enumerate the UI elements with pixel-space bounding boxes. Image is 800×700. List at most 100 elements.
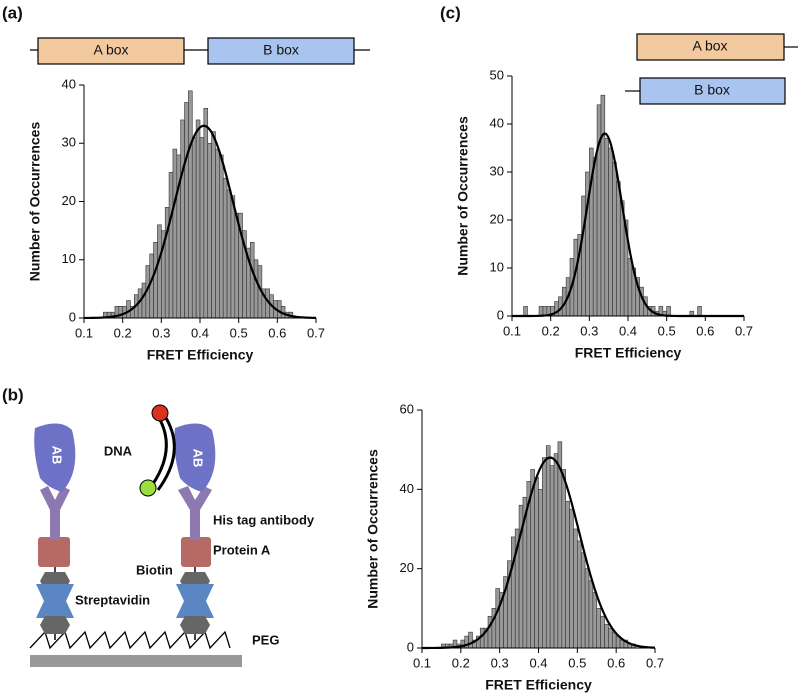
x-tick-label: 0.2 — [452, 655, 470, 670]
bar — [584, 568, 590, 649]
bar — [604, 138, 609, 317]
bar — [600, 615, 605, 649]
y-tick-label: 20 — [62, 193, 76, 208]
x-tick-label: 0.2 — [114, 325, 132, 340]
fit-curve — [422, 456, 656, 650]
y-tick-label: 40 — [490, 115, 504, 130]
bar — [153, 241, 158, 319]
x-tick-label: 0.7 — [646, 655, 664, 670]
antibody-label: AB — [50, 446, 65, 465]
y-axis-label: Number of Occurrences — [455, 116, 471, 276]
bar — [168, 172, 174, 319]
box-label: A box — [93, 42, 128, 58]
biotin-label: Biotin — [136, 562, 173, 577]
x-axis-label: FRET Efficiency — [485, 677, 592, 693]
bar — [697, 306, 702, 317]
bar — [604, 623, 609, 649]
bar — [611, 631, 617, 649]
histogram-chart: 0 10 20 30 40 0.1 0.2 0.3 0.4 0.5 0.6 0.7 FRET Effic… — [27, 76, 325, 362]
histogram-chart: 0 20 40 60 0.1 0.2 0.3 0.4 0.5 0.6 0.7 FRET Efficie… — [365, 401, 664, 692]
y-tick-label: 40 — [400, 481, 414, 496]
construct-c: A box B box — [625, 33, 798, 105]
bar — [612, 162, 617, 317]
x-tick-label: 0.4 — [529, 655, 547, 670]
bar — [596, 608, 601, 649]
box-label: B box — [263, 42, 299, 58]
bar — [141, 282, 147, 319]
bar — [203, 108, 209, 319]
x-tick-label: 0.4 — [191, 325, 209, 340]
bar — [596, 104, 602, 317]
bar — [569, 508, 574, 649]
x-tick-label: 0.4 — [619, 323, 637, 338]
x-tick-label: 0.1 — [413, 655, 431, 670]
bar — [627, 258, 633, 317]
bar — [188, 90, 193, 319]
x-tick-label: 0.6 — [607, 655, 625, 670]
y-tick-label: 60 — [400, 401, 414, 416]
y-tick-label: 40 — [62, 76, 76, 91]
bar — [549, 465, 555, 649]
y-tick-label: 10 — [490, 259, 504, 274]
y-tick-label: 0 — [497, 307, 504, 322]
bar — [226, 189, 232, 319]
bar — [495, 588, 500, 649]
tether-left: AB — [34, 423, 76, 640]
x-tick-label: 0.5 — [568, 655, 586, 670]
bar — [608, 147, 613, 317]
surface-diagram: AB AB DNA His tag antibody Protein A Bio… — [29, 404, 315, 667]
bar — [180, 119, 185, 319]
bar — [565, 500, 570, 649]
bar — [577, 540, 582, 649]
y-tick-label: 0 — [69, 309, 76, 324]
bar — [199, 137, 205, 319]
x-tick-label: 0.3 — [580, 323, 598, 338]
x-tick-label: 0.6 — [268, 325, 286, 340]
his-tag-label: His tag antibody — [213, 512, 315, 527]
x-tick-label: 0.2 — [542, 323, 560, 338]
histogram-chart: 0 10 20 30 40 50 0.1 0.2 0.3 0.4 0.5 0.6 0.7 FRET Eff… — [455, 67, 753, 360]
tether-right: AB — [139, 404, 216, 640]
bar — [545, 445, 551, 649]
bar — [561, 469, 566, 649]
bar — [230, 195, 236, 319]
bar — [126, 300, 131, 319]
bar — [234, 212, 239, 319]
bar — [222, 177, 228, 319]
bar — [219, 154, 224, 319]
bar — [207, 142, 212, 319]
bar — [534, 477, 539, 649]
y-tick-label: 50 — [490, 67, 504, 82]
bar — [619, 639, 625, 649]
bar — [172, 148, 178, 319]
bar — [191, 137, 197, 319]
bar — [184, 102, 189, 319]
x-tick-label: 0.5 — [230, 325, 248, 340]
y-axis-label: Number of Occurrences — [365, 449, 381, 609]
bar — [211, 131, 216, 319]
bar — [523, 306, 528, 317]
bar — [666, 306, 671, 317]
y-tick-label: 30 — [490, 163, 504, 178]
antibody-label: AB — [191, 449, 206, 468]
bar — [277, 300, 282, 319]
streptavidin-label: Streptavidin — [75, 592, 150, 607]
box-label: A box — [692, 38, 727, 54]
x-tick-label: 0.5 — [658, 323, 676, 338]
dna-label: DNA — [104, 443, 133, 458]
bar — [538, 306, 544, 317]
x-tick-label: 0.1 — [75, 325, 93, 340]
fit-curve — [84, 124, 317, 320]
bar — [616, 181, 621, 317]
x-tick-label: 0.1 — [503, 323, 521, 338]
x-axis-label: FRET Efficiency — [575, 345, 682, 361]
bar — [215, 148, 220, 319]
panel-label: (b) — [2, 385, 24, 404]
x-tick-label: 0.3 — [491, 655, 509, 670]
y-tick-label: 20 — [400, 560, 414, 575]
bar — [553, 453, 559, 649]
x-tick-label: 0.3 — [152, 325, 170, 340]
panel-label: (c) — [440, 3, 461, 22]
panel-label: (a) — [2, 3, 23, 22]
